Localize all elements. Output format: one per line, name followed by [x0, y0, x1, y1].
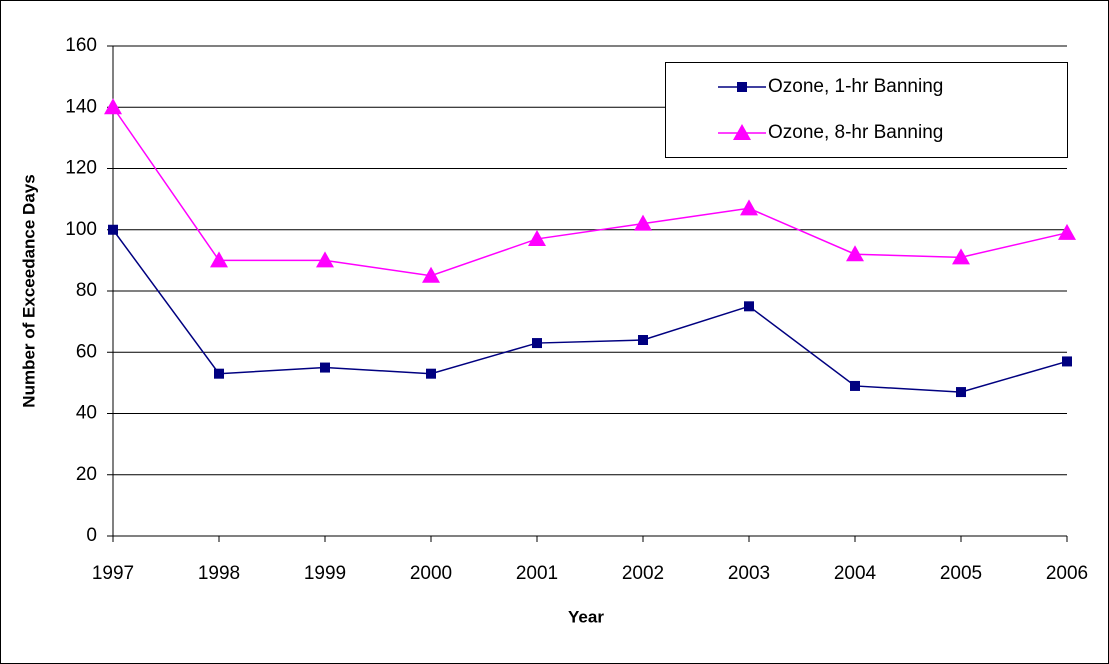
x-tick-label: 2000: [410, 563, 452, 584]
data-point: [1058, 223, 1076, 240]
x-tick-label: 2005: [940, 563, 982, 584]
x-tick-label: 1997: [92, 563, 134, 584]
legend-marker: [737, 82, 747, 92]
data-point: [952, 248, 970, 265]
legend-box: [665, 62, 1068, 158]
x-axis-title: Year: [568, 607, 604, 626]
data-point: [740, 199, 758, 216]
data-point: [528, 229, 546, 246]
data-point: [214, 368, 224, 379]
data-point: [108, 224, 118, 235]
data-point: [532, 338, 542, 349]
x-tick-label: 2003: [728, 563, 770, 584]
data-point: [422, 266, 440, 283]
y-tick-label: 100: [65, 219, 97, 240]
series-line: [112, 106, 1068, 277]
x-tick-label: 2004: [834, 563, 877, 584]
legend-marker: [733, 124, 751, 140]
x-tick-label: 2001: [516, 563, 558, 584]
y-tick-label: 60: [76, 341, 97, 362]
series-line: [112, 229, 1068, 393]
data-point: [956, 387, 966, 398]
data-point: [850, 380, 860, 391]
data-point: [104, 98, 122, 115]
y-tick-label: 140: [65, 96, 97, 117]
data-point: [1062, 356, 1072, 367]
data-point: [846, 245, 864, 262]
x-tick-label: 1999: [304, 563, 346, 584]
legend-label: Ozone, 1-hr Banning: [768, 76, 943, 97]
y-tick-label: 120: [65, 158, 97, 179]
data-point: [210, 251, 228, 268]
y-tick-label: 40: [76, 403, 97, 424]
x-tick-label: 2002: [622, 563, 664, 584]
legend-label: Ozone, 8-hr Banning: [768, 122, 943, 143]
data-point: [320, 362, 330, 373]
x-tick-label: 1998: [198, 563, 240, 584]
data-point: [426, 368, 436, 379]
data-point: [744, 301, 754, 312]
y-tick-label: 80: [76, 280, 97, 301]
y-tick-label: 0: [86, 525, 97, 546]
legend: Ozone, 1-hr Banning Ozone, 8-hr Banning: [665, 62, 1068, 158]
y-tick-label: 20: [76, 464, 97, 485]
data-point: [316, 251, 334, 268]
data-point: [638, 335, 648, 345]
data-point: [634, 214, 652, 231]
y-axis-title: Number of Exceedance Days: [19, 174, 38, 407]
x-tick-label: 2006: [1046, 563, 1088, 584]
y-tick-label: 160: [65, 35, 97, 56]
